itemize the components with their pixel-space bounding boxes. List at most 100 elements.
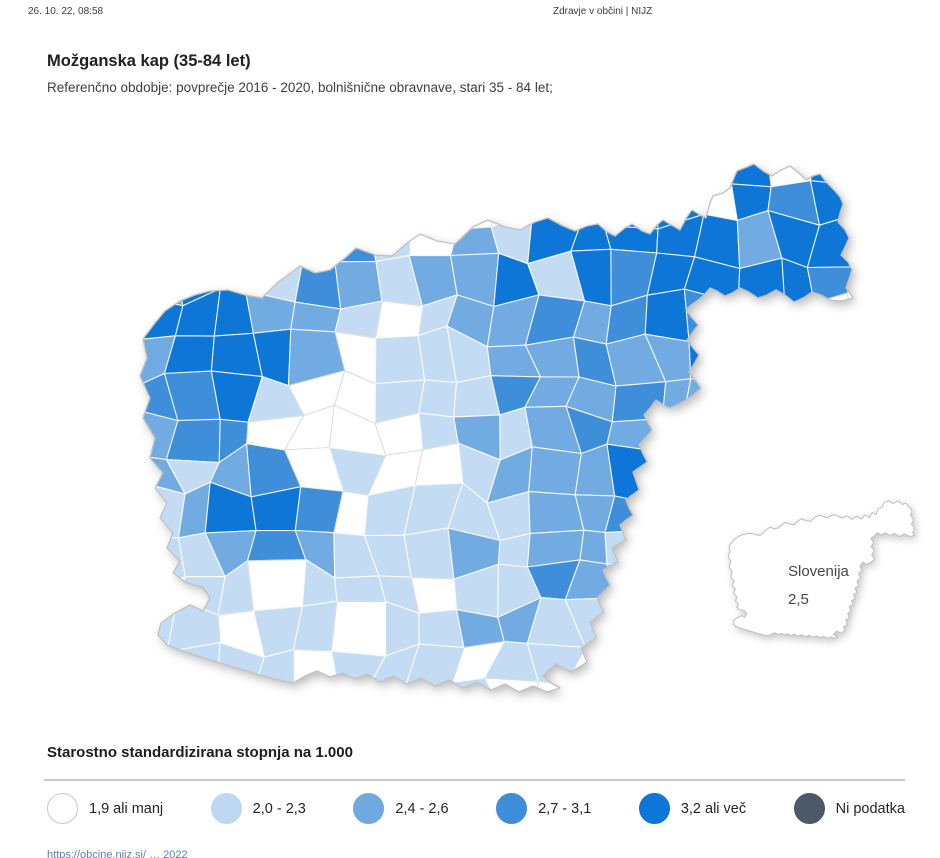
municipality-region bbox=[325, 164, 380, 182]
municipality-region bbox=[367, 180, 418, 225]
municipality-region bbox=[212, 255, 254, 292]
municipality-region bbox=[252, 212, 305, 257]
municipality-region bbox=[403, 681, 457, 692]
municipality-region bbox=[325, 170, 373, 225]
municipality-region bbox=[372, 678, 417, 692]
municipality-region bbox=[885, 531, 934, 577]
municipality-region bbox=[767, 445, 817, 492]
municipality-region bbox=[99, 341, 137, 387]
municipality-region bbox=[886, 383, 935, 417]
municipality-region bbox=[904, 648, 936, 695]
municipality-region bbox=[777, 642, 823, 686]
municipality-region bbox=[55, 371, 99, 425]
municipality-region bbox=[735, 302, 786, 344]
municipality-region bbox=[693, 488, 729, 538]
municipality-region bbox=[688, 327, 740, 385]
municipality-region bbox=[55, 486, 104, 522]
page-subtitle: Referenčno obdobje: povprečje 2016 - 202… bbox=[47, 80, 553, 95]
municipality-region bbox=[735, 327, 786, 385]
municipality-region bbox=[891, 183, 933, 232]
municipality-region bbox=[849, 185, 853, 217]
municipality-region bbox=[334, 575, 387, 603]
municipality-region bbox=[403, 164, 463, 192]
municipality-region bbox=[891, 210, 929, 262]
municipality-region bbox=[849, 209, 853, 268]
municipality-region bbox=[140, 640, 145, 691]
legend-item: 3,2 ali več bbox=[638, 793, 747, 824]
municipality-region bbox=[618, 636, 661, 681]
municipality-region bbox=[140, 572, 147, 610]
municipality-region bbox=[140, 251, 147, 300]
municipality-region bbox=[771, 342, 819, 385]
municipality-region bbox=[90, 380, 136, 425]
legend-divider bbox=[44, 779, 905, 781]
municipality-region bbox=[334, 260, 383, 310]
municipality-region bbox=[693, 535, 734, 581]
municipality-region bbox=[55, 685, 98, 725]
legend-swatch bbox=[496, 793, 528, 824]
municipality-region bbox=[264, 173, 306, 226]
municipality-region bbox=[294, 254, 342, 310]
municipality-region bbox=[772, 601, 816, 646]
municipality-region bbox=[604, 529, 659, 568]
municipality-region bbox=[818, 529, 851, 579]
municipality-mosaic bbox=[55, 144, 936, 725]
municipality-region bbox=[784, 302, 820, 345]
municipality-region bbox=[852, 371, 853, 418]
country-outline bbox=[139, 163, 854, 693]
municipality-region bbox=[811, 571, 853, 613]
municipality-region bbox=[55, 448, 104, 493]
municipality-region bbox=[843, 530, 853, 573]
header-site-title: Zdravje v občini | NIJZ bbox=[553, 6, 653, 17]
municipality-region bbox=[55, 212, 99, 270]
municipality-region bbox=[809, 180, 853, 226]
legend-item: 2,7 - 3,1 bbox=[496, 793, 591, 824]
municipality-region bbox=[776, 486, 823, 542]
municipality-region bbox=[767, 421, 819, 458]
legend-item-label: Ni podatka bbox=[835, 800, 905, 817]
municipality-region bbox=[567, 164, 617, 194]
header-datetime: 26. 10. 22, 08:58 bbox=[28, 6, 104, 17]
municipality-region bbox=[57, 605, 97, 646]
municipality-region bbox=[615, 677, 661, 692]
legend-item-label: 3,2 ali več bbox=[680, 800, 747, 817]
municipality-region bbox=[165, 172, 225, 221]
municipality-region bbox=[650, 679, 692, 692]
municipality-region bbox=[727, 445, 782, 494]
municipality-region bbox=[847, 682, 853, 692]
municipality-region bbox=[496, 164, 540, 178]
municipality-region bbox=[623, 596, 659, 651]
legend-item-label: 2,0 - 2,3 bbox=[252, 800, 306, 817]
municipality-region bbox=[885, 487, 934, 535]
municipality-region bbox=[809, 164, 853, 187]
municipality-region bbox=[56, 572, 102, 609]
municipality-region bbox=[730, 682, 779, 692]
municipality-region bbox=[143, 689, 177, 692]
municipality-region bbox=[222, 164, 266, 181]
municipality-region bbox=[660, 403, 704, 461]
municipality-region bbox=[140, 219, 174, 259]
municipality-region bbox=[90, 144, 128, 186]
municipality-region bbox=[140, 520, 147, 581]
municipality-region bbox=[644, 566, 699, 615]
municipality-region bbox=[814, 481, 853, 541]
municipality-region bbox=[887, 288, 930, 330]
municipality-region bbox=[528, 680, 573, 692]
municipality-region bbox=[847, 410, 853, 460]
municipality-region bbox=[490, 174, 540, 228]
municipality-region bbox=[140, 481, 145, 538]
municipality-region bbox=[165, 212, 223, 264]
municipality-region bbox=[371, 164, 419, 192]
municipality-region bbox=[685, 403, 736, 464]
municipality-region bbox=[166, 641, 221, 692]
municipality-region bbox=[528, 446, 582, 496]
municipality-region bbox=[574, 188, 608, 227]
municipality-region bbox=[445, 164, 506, 188]
municipality-region bbox=[692, 164, 732, 185]
municipality-region bbox=[55, 521, 103, 574]
municipality-region bbox=[335, 678, 378, 692]
municipality-region bbox=[55, 342, 102, 380]
municipality-region bbox=[328, 218, 377, 263]
municipality-region bbox=[647, 164, 696, 192]
municipality-region bbox=[375, 300, 423, 339]
